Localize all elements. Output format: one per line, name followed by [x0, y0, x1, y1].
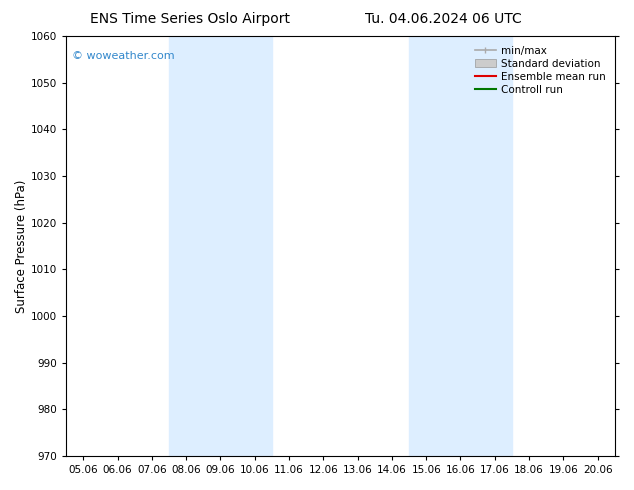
Text: ENS Time Series Oslo Airport: ENS Time Series Oslo Airport — [90, 12, 290, 26]
Text: © woweather.com: © woweather.com — [72, 51, 174, 61]
Bar — [169, 36, 272, 456]
Y-axis label: Surface Pressure (hPa): Surface Pressure (hPa) — [15, 179, 28, 313]
Legend: min/max, Standard deviation, Ensemble mean run, Controll run: min/max, Standard deviation, Ensemble me… — [470, 41, 610, 99]
Text: Tu. 04.06.2024 06 UTC: Tu. 04.06.2024 06 UTC — [365, 12, 522, 26]
Bar — [409, 36, 512, 456]
